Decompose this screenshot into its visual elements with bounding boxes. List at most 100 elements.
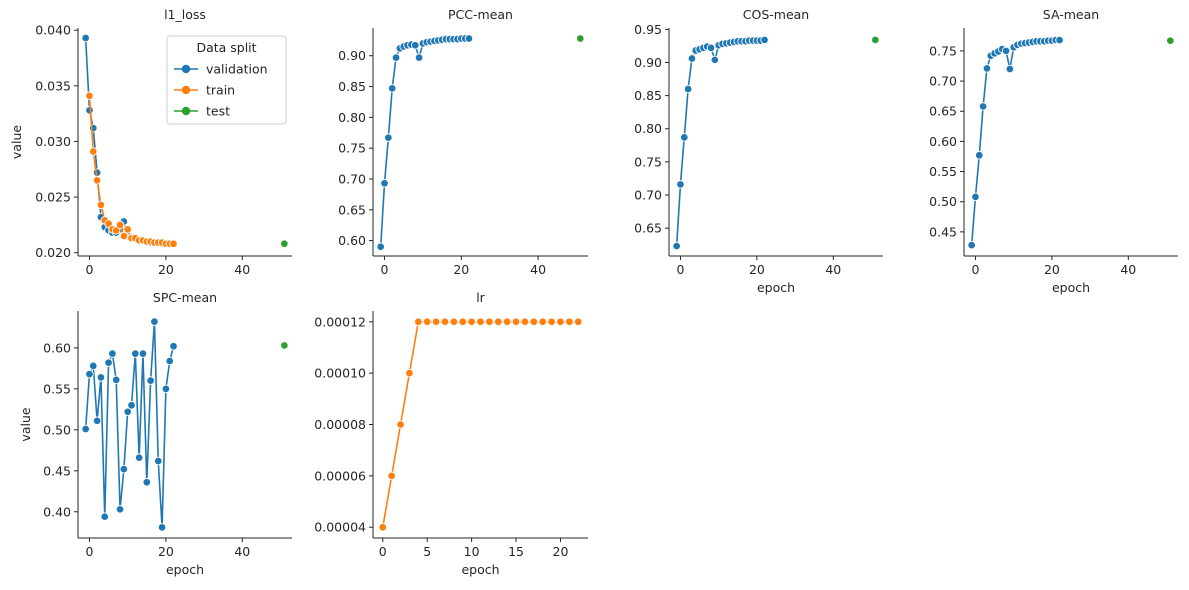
legend-marker <box>181 85 191 95</box>
y-tick-label: 0.80 <box>634 121 662 136</box>
series-test <box>576 34 585 43</box>
data-point <box>81 33 90 43</box>
data-point <box>871 35 880 45</box>
y-tick-label: 0.50 <box>929 194 957 209</box>
y-tick-label: 0.00004 <box>314 520 366 535</box>
panel-title: l1_loss <box>164 7 206 22</box>
y-tick-label: 0.65 <box>634 221 662 236</box>
legend-frame <box>166 35 287 125</box>
data-point <box>127 400 136 410</box>
y-tick-label: 0.65 <box>338 202 366 217</box>
series-train <box>378 317 583 532</box>
y-tick-label: 0.030 <box>35 134 71 149</box>
data-point <box>169 239 178 249</box>
panel-sa-mean: SA-mean 0 20 40 0.45 0.50 0.55 0.60 0.65 0.70 0.75… <box>929 7 1178 295</box>
y-tick-label: 0.75 <box>634 154 662 169</box>
data-point <box>476 317 485 327</box>
data-point <box>982 64 992 73</box>
data-point <box>387 471 396 481</box>
data-point <box>565 317 574 327</box>
data-point <box>280 239 289 249</box>
y-tick-label: 0.65 <box>929 104 957 119</box>
data-point <box>100 512 109 521</box>
y-tick-label: 0.00006 <box>314 468 366 483</box>
data-point <box>978 102 988 111</box>
legend-label: test <box>206 104 230 119</box>
data-point <box>440 317 450 327</box>
panel-title: COS-mean <box>743 7 809 22</box>
y-tick-label: 0.035 <box>35 78 71 93</box>
data-point <box>529 317 539 327</box>
data-point <box>108 349 117 358</box>
x-tick-label: 40 <box>234 544 250 559</box>
data-point <box>380 179 389 188</box>
series-validation <box>967 35 1064 250</box>
y-tick-label: 0.025 <box>35 190 71 205</box>
panel-spc-mean: SPC-mean 0 20 40 0.40 0.45 0.50 0.55 0.60 epoch va… <box>18 290 292 577</box>
legend-label: validation <box>206 62 268 77</box>
y-tick-label: 0.60 <box>929 134 957 149</box>
data-point <box>150 317 159 326</box>
data-point <box>467 317 476 327</box>
data-point <box>81 424 90 434</box>
y-tick-label: 0.95 <box>634 22 662 37</box>
y-tick-label: 0.85 <box>634 88 662 103</box>
x-axis-label: epoch <box>166 562 204 577</box>
data-point <box>89 123 98 133</box>
x-tick-label: 10 <box>464 544 480 559</box>
y-tick-label: 0.55 <box>929 164 957 179</box>
x-axis-label: epoch <box>461 562 499 577</box>
x-tick-label: 40 <box>530 262 546 277</box>
y-tick-label: 0.00010 <box>314 366 366 381</box>
panel-title: SA-mean <box>1043 7 1099 22</box>
data-point <box>410 41 420 50</box>
data-point <box>485 317 494 327</box>
legend-marker <box>181 64 191 74</box>
data-point <box>520 317 530 327</box>
data-point <box>1005 64 1015 74</box>
data-point <box>89 147 98 156</box>
data-point <box>384 133 393 142</box>
data-point <box>142 478 152 487</box>
data-point <box>85 91 94 101</box>
x-tick-label: 20 <box>553 544 569 559</box>
x-tick-label: 20 <box>1044 262 1060 277</box>
legend: Data split validation train test <box>166 35 287 125</box>
x-tick-label: 0 <box>85 544 93 559</box>
data-point <box>511 317 521 327</box>
data-point <box>573 317 583 327</box>
data-point <box>687 54 697 63</box>
data-point <box>119 231 129 241</box>
data-point <box>760 35 769 45</box>
data-point <box>422 317 432 327</box>
y-axis-label: value <box>9 125 24 159</box>
data-point <box>464 34 474 43</box>
x-tick-label: 20 <box>158 262 174 277</box>
data-point <box>146 376 155 385</box>
legend-marker <box>181 106 191 116</box>
series-line <box>379 37 469 247</box>
data-point <box>672 241 681 251</box>
x-tick-label: 0 <box>381 262 389 277</box>
data-point <box>538 317 547 327</box>
data-point <box>556 317 565 327</box>
legend-label: train <box>206 83 235 98</box>
data-point <box>138 349 148 358</box>
data-point <box>1055 35 1064 45</box>
y-tick-label: 0.45 <box>43 463 71 478</box>
x-tick-label: 40 <box>234 262 250 277</box>
panel-l1-loss: l1_loss 0 20 40 0.020 0.025 0.030 0.035 0.040 val… <box>9 7 292 277</box>
series-line <box>381 320 579 528</box>
data-point <box>387 84 397 93</box>
data-point <box>85 106 94 115</box>
y-tick-label: 0.70 <box>929 74 957 89</box>
data-point <box>547 317 556 327</box>
data-point <box>376 242 385 252</box>
y-tick-label: 0.75 <box>929 43 957 58</box>
data-point <box>710 55 720 65</box>
y-tick-label: 0.50 <box>43 422 71 437</box>
data-point <box>111 375 121 385</box>
legend-entry-test: test <box>174 104 230 119</box>
x-tick-label: 5 <box>423 544 431 559</box>
series-test <box>871 35 880 45</box>
